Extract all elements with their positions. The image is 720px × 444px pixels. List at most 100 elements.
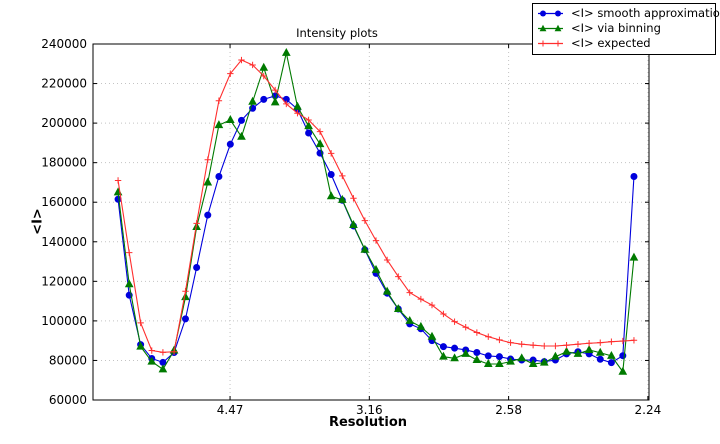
series-2-marker bbox=[137, 319, 144, 327]
series-2-marker bbox=[574, 341, 582, 348]
series-1-marker bbox=[315, 139, 325, 148]
series-0-marker bbox=[215, 173, 223, 181]
legend-marker-icon bbox=[540, 10, 546, 17]
series-0-marker bbox=[181, 315, 189, 323]
series-2-marker bbox=[305, 116, 312, 124]
y-tick-label: 60000 bbox=[49, 393, 87, 407]
series-2-marker bbox=[170, 348, 178, 355]
series-2-marker bbox=[148, 347, 155, 354]
series-0-marker bbox=[237, 116, 245, 124]
y-tick-label: 80000 bbox=[49, 353, 87, 367]
legend-marker-icon bbox=[539, 24, 547, 32]
legend-marker-icon bbox=[555, 10, 561, 17]
series-1-marker bbox=[595, 347, 605, 356]
x-axis-label: Resolution bbox=[328, 415, 408, 430]
series-2-marker bbox=[238, 56, 245, 64]
y-tick-label: 180000 bbox=[41, 156, 87, 170]
y-tick-label: 120000 bbox=[41, 274, 87, 288]
series-2-marker bbox=[518, 341, 525, 348]
series-1-marker bbox=[281, 47, 291, 56]
series-1-marker bbox=[147, 356, 157, 365]
legend-marker-icon bbox=[554, 24, 562, 32]
series-2-marker bbox=[271, 86, 279, 94]
series-0-marker bbox=[226, 140, 234, 148]
series-1-marker bbox=[214, 120, 224, 129]
series-2-marker bbox=[541, 342, 548, 350]
series-2-marker bbox=[608, 338, 615, 345]
series-0-marker bbox=[495, 353, 503, 361]
series-2-marker bbox=[260, 72, 267, 80]
series-2-marker bbox=[417, 295, 425, 303]
series-1-marker bbox=[573, 348, 583, 357]
series-1-marker bbox=[203, 177, 213, 186]
series-2-marker bbox=[496, 336, 503, 344]
series-2-marker bbox=[507, 339, 514, 346]
series-0-marker bbox=[439, 343, 447, 351]
series-1-marker bbox=[517, 353, 527, 362]
series-1-marker bbox=[337, 194, 347, 203]
series-1-marker bbox=[439, 351, 448, 360]
series-1-marker bbox=[539, 357, 549, 366]
series-1-marker bbox=[528, 359, 538, 368]
series-1-marker bbox=[270, 97, 280, 106]
series-2-marker bbox=[294, 110, 301, 117]
series-1-marker bbox=[562, 346, 571, 355]
series-0-marker bbox=[596, 355, 604, 363]
series-1-marker bbox=[393, 304, 403, 313]
legend-item-via-binning: <I> via binning bbox=[537, 21, 711, 36]
series-2-marker bbox=[316, 128, 324, 135]
series-2-marker bbox=[585, 340, 593, 347]
series-1-marker bbox=[326, 191, 336, 200]
axes-frame bbox=[92, 43, 650, 401]
legend-item-smooth-approximation: <I> smooth approximation bbox=[537, 6, 720, 21]
y-tick-label: 220000 bbox=[41, 77, 87, 91]
series-1-marker bbox=[136, 341, 145, 350]
legend-sample-line-triangle-icon bbox=[538, 24, 563, 32]
series-2-marker bbox=[563, 342, 570, 349]
series-1-marker bbox=[248, 96, 257, 105]
series-1-marker bbox=[427, 331, 437, 340]
y-axis-label: <I> bbox=[30, 208, 46, 235]
series-2-marker bbox=[249, 61, 256, 69]
series-2-marker bbox=[619, 337, 627, 345]
series-2-marker bbox=[204, 156, 211, 163]
series-2-marker bbox=[350, 195, 357, 202]
series-1-marker bbox=[349, 220, 358, 228]
series-2-marker bbox=[395, 273, 402, 280]
series-2-marker bbox=[428, 301, 436, 309]
series-0-marker bbox=[473, 349, 481, 357]
series-1-marker bbox=[405, 315, 415, 324]
series-1-marker bbox=[629, 252, 639, 261]
series-1-marker bbox=[450, 353, 459, 362]
series-2-marker bbox=[440, 310, 447, 318]
x-tick-label: 2.58 bbox=[495, 403, 522, 417]
series-2-marker bbox=[451, 318, 458, 325]
series-0-marker bbox=[451, 344, 459, 352]
series-2-marker bbox=[372, 237, 380, 244]
x-tick-label: 2.24 bbox=[635, 403, 662, 417]
series-1-marker bbox=[259, 62, 269, 71]
series-1-marker bbox=[360, 244, 370, 253]
legend-sample-line-circle-icon bbox=[538, 10, 563, 17]
series-2-marker bbox=[473, 329, 481, 336]
legend-label: <I> smooth approximation bbox=[571, 6, 720, 20]
series-0-marker bbox=[305, 129, 313, 137]
legend: <I> smooth approximation <I> via binning… bbox=[532, 3, 720, 55]
series-2-marker bbox=[182, 288, 189, 295]
series-1-marker bbox=[293, 101, 302, 110]
series-2-marker bbox=[339, 172, 346, 180]
series-2-marker bbox=[383, 256, 391, 264]
series-0-marker bbox=[630, 173, 638, 181]
y-tick-label: 100000 bbox=[41, 314, 87, 328]
y-tick-label: 140000 bbox=[41, 235, 87, 249]
series-1-marker bbox=[495, 359, 504, 368]
series-1-marker bbox=[551, 351, 560, 360]
series-1-marker bbox=[472, 355, 482, 364]
series-1-marker bbox=[584, 345, 594, 353]
series-1-marker bbox=[483, 359, 493, 368]
series-2-marker bbox=[630, 337, 638, 344]
series-1-marker bbox=[158, 364, 168, 373]
legend-label: <I> expected bbox=[571, 36, 651, 50]
legend-marker-icon bbox=[555, 40, 561, 47]
